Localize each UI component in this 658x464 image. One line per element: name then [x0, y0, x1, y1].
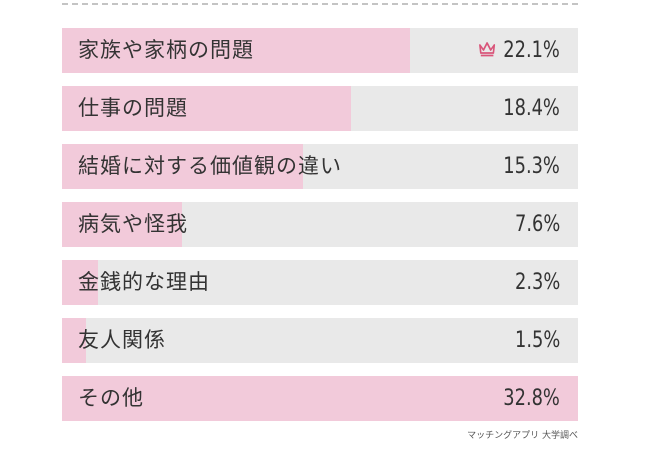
top-dashed-divider: [62, 3, 578, 5]
bar-value-text: 7.6%: [514, 212, 560, 237]
bar-value: 1.5%: [515, 318, 560, 363]
bar-value-text: 32.8%: [503, 386, 560, 411]
bar-fill: [62, 318, 86, 363]
bar-value: 32.8%: [503, 376, 560, 421]
bar-row: 友人関係 1.5%: [62, 318, 578, 363]
bar-label: 家族や家柄の問題: [78, 38, 254, 62]
bar-fill: [62, 376, 578, 421]
bar-row: 仕事の問題 18.4%: [62, 86, 578, 131]
bar-value: 22.1%: [478, 28, 560, 73]
bar-value-text: 15.3%: [503, 154, 560, 179]
bar-value-text: 22.1%: [503, 38, 560, 63]
bar-label: 友人関係: [78, 328, 166, 352]
bar-value: 7.6%: [515, 202, 560, 247]
bar-label: 仕事の問題: [78, 96, 188, 120]
source-note: マッチングアプリ 大学調べ: [467, 431, 578, 441]
bar-value-text: 2.3%: [514, 270, 560, 295]
bar-value-text: 18.4%: [503, 96, 560, 121]
bar-fill: [62, 86, 352, 131]
bar-fill: [62, 260, 99, 305]
bar-label: その他: [78, 386, 144, 410]
bar-fill: [62, 28, 410, 73]
bar-label: 金銭的な理由: [78, 270, 210, 294]
bar-value: 2.3%: [515, 260, 560, 305]
bar-value: 18.4%: [503, 86, 560, 131]
bar-chart: 家族や家柄の問題 22.1% 仕事の問題 18.4% 結婚に対する価値観の違い 15.3%…: [62, 28, 578, 434]
bar-label: 病気や怪我: [78, 212, 188, 236]
crown-icon: [479, 42, 496, 57]
bar-row: 病気や怪我 7.6%: [62, 202, 578, 247]
bar-label: 結婚に対する価値観の違い: [78, 154, 342, 178]
bar-value: 15.3%: [503, 144, 560, 189]
bar-row: 結婚に対する価値観の違い 15.3%: [62, 144, 578, 189]
bar-row: 家族や家柄の問題 22.1%: [62, 28, 578, 73]
bar-row: 金銭的な理由 2.3%: [62, 260, 578, 305]
bar-fill: [62, 144, 303, 189]
bar-row: その他 32.8%: [62, 376, 578, 421]
bar-fill: [62, 202, 182, 247]
bar-value-text: 1.5%: [514, 328, 560, 353]
